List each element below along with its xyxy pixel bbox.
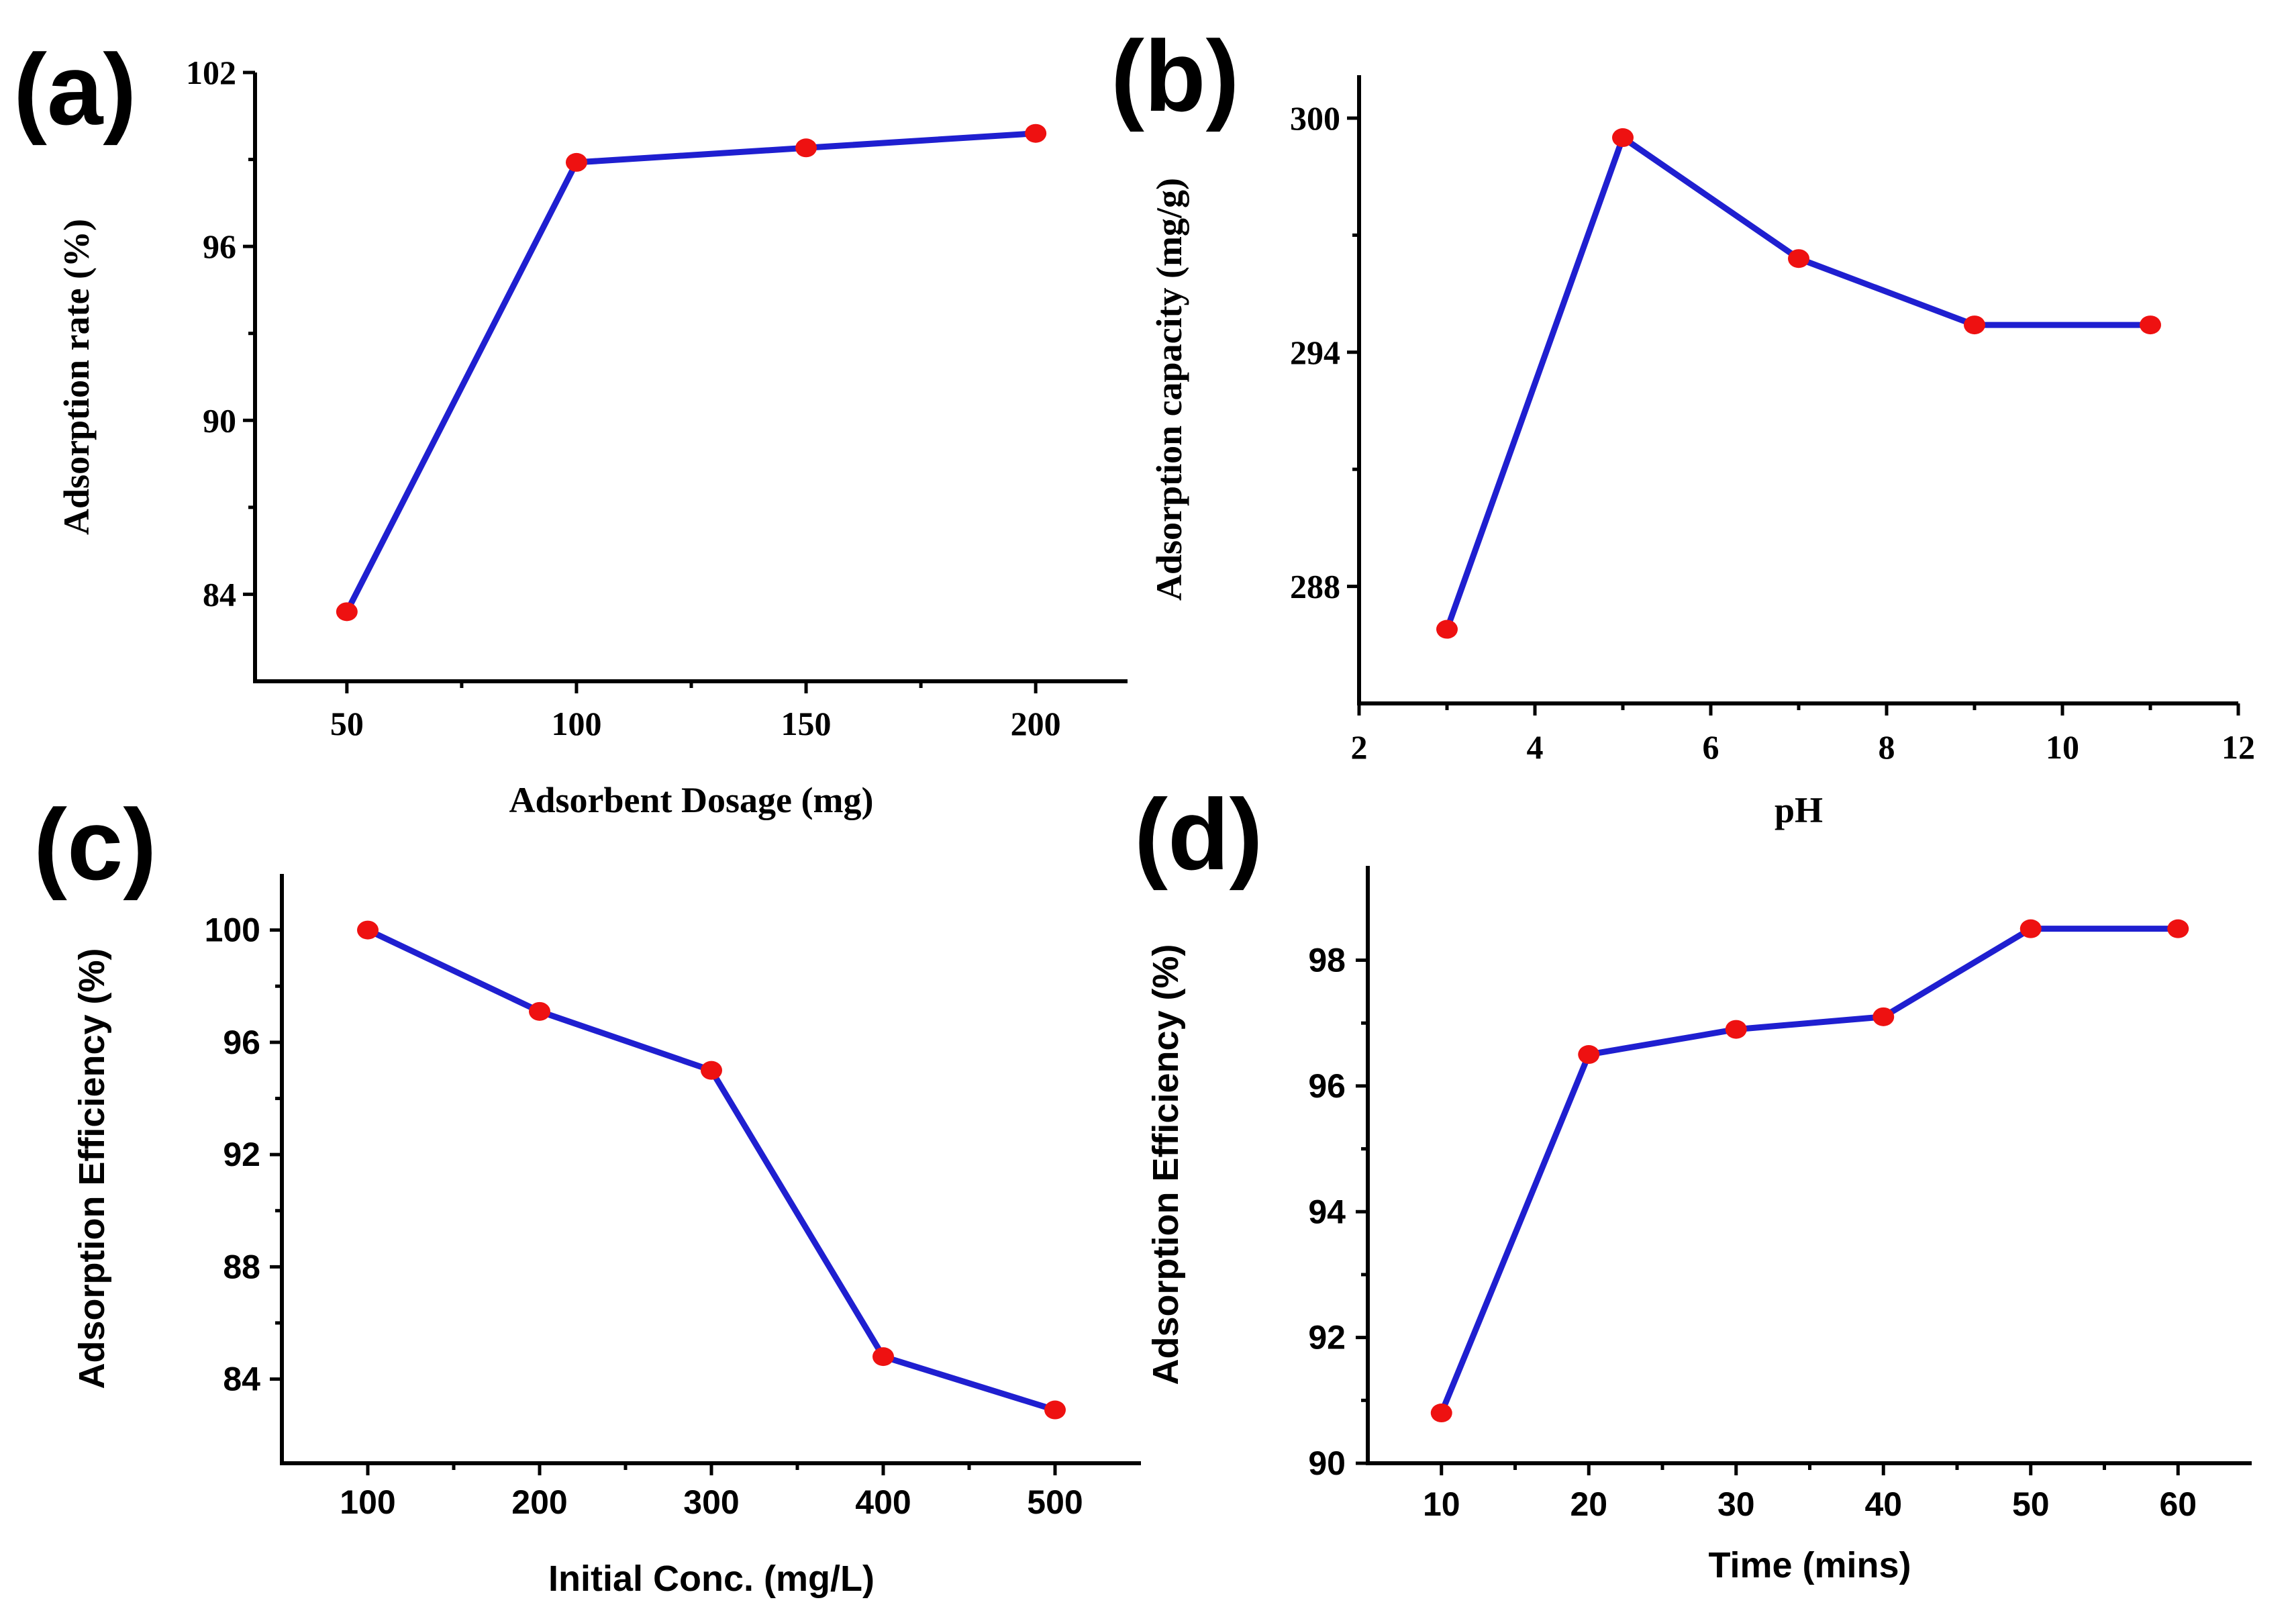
panel-d: (d) 10 20 30 40 50 60 90 92 94 96 98 Time (mins) Adso…: [1134, 778, 2252, 1585]
data-point: [2019, 919, 2042, 938]
panel-label-d: (d): [1134, 778, 1263, 891]
series-line: [1444, 134, 2154, 633]
x-tick-label: 10: [2046, 728, 2079, 766]
data-point: [1578, 1045, 1600, 1065]
y-tick-label: 84: [203, 575, 236, 613]
y-tick-label: 300: [1290, 99, 1340, 137]
x-axis-title: Adsorbent Dosage (mg): [509, 780, 874, 820]
x-tick-label: 10: [1423, 1485, 1460, 1523]
y-axis-title: Adsorption rate (%): [56, 219, 97, 535]
x-tick-label: 20: [1570, 1485, 1607, 1523]
y-tick-label: 88: [223, 1248, 260, 1285]
data-point: [1725, 1020, 1747, 1039]
y-tick-label: 92: [223, 1136, 260, 1173]
panel-b: (b) 2 4 6 8 10 12 288 294 300 pH Adsorption capacit…: [1111, 19, 2255, 830]
series-line: [364, 927, 1058, 1414]
y-tick-label: 96: [1308, 1067, 1346, 1105]
data-point: [2167, 919, 2189, 938]
series-line: [1438, 926, 2181, 1416]
x-axis-title: pH: [1775, 790, 1823, 830]
y-axis-title: Adsorption Efficiency (%): [1146, 944, 1186, 1385]
x-tick-label: 500: [1027, 1483, 1083, 1521]
x-tick-label: 6: [1703, 728, 1719, 766]
x-tick-label: 12: [2222, 728, 2255, 766]
data-point: [1873, 1007, 1895, 1026]
x-tick-label: 200: [1011, 705, 1061, 742]
x-tick-label: 100: [340, 1483, 395, 1521]
y-tick-label: 294: [1290, 334, 1340, 371]
data-point: [1788, 249, 1809, 268]
x-tick-label: 400: [855, 1483, 911, 1521]
data-point: [1436, 620, 1458, 639]
y-axis-title: Adsorption capacity (mg/g): [1149, 178, 1189, 601]
x-tick-label: 4: [1527, 728, 1544, 766]
panel-label-c: (c): [34, 788, 156, 901]
data-point: [1612, 128, 1634, 148]
x-tick-label: 30: [1717, 1485, 1755, 1523]
data-point: [565, 152, 587, 172]
x-tick-label: 2: [1351, 728, 1368, 766]
x-tick-label: 200: [511, 1483, 567, 1521]
x-tick-label: 50: [330, 705, 364, 742]
y-tick-label: 98: [1308, 942, 1346, 979]
y-tick-label: 102: [186, 54, 236, 91]
x-tick-label: 100: [551, 705, 601, 742]
x-tick-label: 150: [781, 705, 832, 742]
data-point: [872, 1347, 894, 1367]
panel-label-b: (b): [1111, 19, 1240, 132]
data-point: [701, 1061, 722, 1080]
y-tick-label: 84: [223, 1361, 260, 1398]
panel-c: (c) 100 200 300 400 500 84 88 92 96 100 Initial Con…: [34, 788, 1141, 1599]
x-tick-label: 300: [683, 1483, 739, 1521]
x-axis-title: Time (mins): [1708, 1545, 1911, 1585]
data-point: [795, 138, 817, 158]
data-point: [1025, 124, 1047, 143]
data-point: [336, 602, 358, 622]
data-point: [1044, 1400, 1066, 1420]
y-tick-label: 288: [1290, 568, 1340, 605]
y-tick-label: 100: [205, 912, 260, 949]
y-tick-label: 92: [1308, 1319, 1346, 1357]
series-line: [344, 130, 1039, 615]
data-point: [2140, 315, 2161, 335]
x-tick-label: 50: [2012, 1485, 2050, 1523]
x-tick-label: 40: [1864, 1485, 1902, 1523]
y-tick-label: 94: [1308, 1193, 1346, 1230]
y-tick-label: 90: [1308, 1444, 1346, 1482]
panel-label-a: (a): [13, 33, 136, 146]
data-point: [1964, 315, 1985, 335]
panel-a: (a) 50 100 150 200 84 90 96 102 Adsorbent Dosage …: [13, 33, 1128, 820]
y-tick-label: 96: [223, 1024, 260, 1061]
y-tick-label: 90: [203, 401, 236, 439]
x-tick-label: 60: [2159, 1485, 2197, 1523]
data-point: [357, 920, 379, 940]
data-point: [529, 1001, 550, 1021]
x-tick-label: 8: [1879, 728, 1895, 766]
y-tick-label: 96: [203, 228, 236, 265]
data-point: [1430, 1404, 1452, 1423]
x-axis-title: Initial Conc. (mg/L): [548, 1559, 875, 1599]
y-axis-title: Adsorption Efficiency (%): [72, 948, 112, 1389]
